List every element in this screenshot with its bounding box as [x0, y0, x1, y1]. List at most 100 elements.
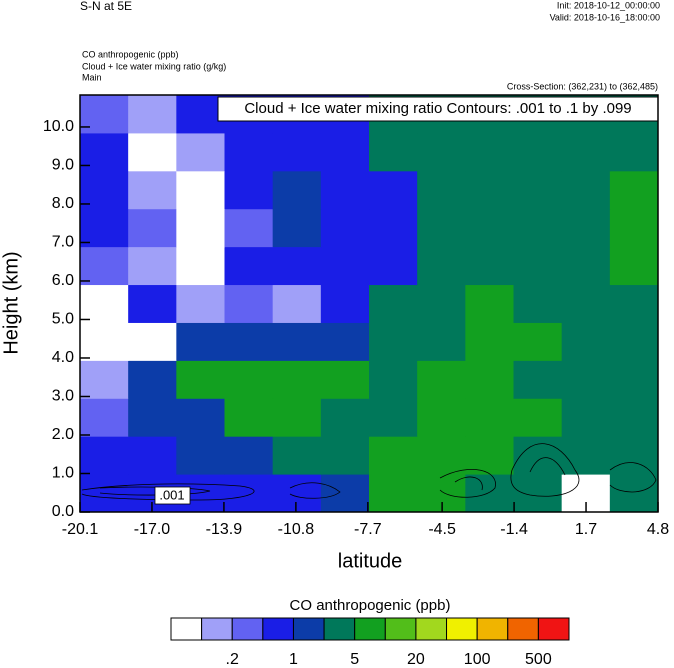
- field-cell: [176, 208, 225, 248]
- field-cell: [224, 208, 274, 248]
- field-cell: [417, 170, 466, 210]
- y-tick-label: 4.0: [52, 349, 74, 366]
- field-cell: [224, 398, 274, 437]
- field-cell: [513, 284, 563, 323]
- field-cell: [369, 246, 418, 286]
- x-tick-label: 4.8: [647, 521, 669, 538]
- colorbar-swatch: [415, 617, 448, 641]
- field-cell: [224, 246, 274, 286]
- colorbar-swatch: [384, 617, 417, 641]
- field-cell: [561, 436, 611, 475]
- field-cell: [609, 284, 659, 323]
- colorbar-tick-label: 1: [289, 651, 298, 668]
- y-tick-label: 5.0: [52, 311, 74, 328]
- field-cell: [128, 284, 177, 323]
- field-cell: [513, 398, 563, 437]
- field-cell: [513, 246, 563, 286]
- field-cell: [128, 398, 177, 437]
- field-cell: [609, 436, 659, 475]
- field-cell: [609, 474, 659, 513]
- y-tick-label: 10.0: [43, 118, 74, 135]
- field-cell: [465, 170, 514, 210]
- field-cell: [609, 208, 659, 248]
- y-tick-label: 3.0: [52, 388, 74, 405]
- y-axis-label: Height (km): [0, 251, 22, 354]
- x-tick-label: 1.7: [575, 521, 597, 538]
- field-cell: [176, 95, 225, 134]
- field-cell: [80, 360, 129, 399]
- field-cell: [465, 208, 514, 248]
- y-tick-label: 2.0: [52, 426, 74, 443]
- colorbar-swatch: [446, 617, 478, 641]
- field-cell: [128, 208, 177, 248]
- field-cell: [320, 360, 370, 399]
- y-tick-label: 6.0: [52, 272, 74, 289]
- field-cell: [417, 360, 466, 399]
- field-cell: [224, 170, 274, 210]
- field-cell: [561, 360, 611, 399]
- field-cell: [128, 95, 177, 134]
- field-cell: [609, 322, 659, 361]
- contour-label: Cloud + Ice water mixing ratio (g/kg): [82, 61, 226, 71]
- field-cell: [465, 360, 514, 399]
- field-cell: [465, 436, 514, 475]
- field-cell: [320, 246, 370, 286]
- field-cell: [369, 436, 418, 475]
- field-label: CO anthropogenic (ppb): [82, 49, 179, 59]
- field-cell: [80, 208, 129, 248]
- field-cell: [609, 360, 659, 399]
- field-cell: [176, 170, 225, 210]
- y-tick-label: 9.0: [52, 157, 74, 174]
- colorbar-tick-label: 20: [407, 651, 425, 668]
- y-tick-label: 0.0: [52, 503, 74, 520]
- field-cell: [128, 132, 177, 172]
- field-cell: [272, 284, 322, 323]
- field-cell: [561, 208, 611, 248]
- field-cell: [320, 208, 370, 248]
- field-cell: [561, 246, 611, 286]
- field-cell: [561, 398, 611, 437]
- field-cell: [176, 360, 225, 399]
- field-cell: [176, 284, 225, 323]
- field-cell: [513, 322, 563, 361]
- field: [80, 95, 659, 513]
- field-cell: [417, 208, 466, 248]
- field-cell: [224, 436, 274, 475]
- field-cell: [320, 474, 370, 513]
- colorbar-tick-label: 500: [525, 651, 552, 668]
- field-cell: [80, 322, 129, 361]
- field-cell: [128, 360, 177, 399]
- field-cell: [417, 436, 466, 475]
- x-tick-label: -17.0: [134, 521, 171, 538]
- colorbar-tick-label: .2: [226, 651, 239, 668]
- field-cell: [320, 436, 370, 475]
- field-cell: [80, 398, 129, 437]
- field-cell: [609, 170, 659, 210]
- field-cell: [369, 170, 418, 210]
- field-cell: [369, 398, 418, 437]
- colorbar-swatch: [231, 617, 264, 641]
- field-cell: [80, 284, 129, 323]
- field-cell: [272, 360, 322, 399]
- field-cell: [128, 436, 177, 475]
- field-cell: [417, 322, 466, 361]
- field-cell: [128, 170, 177, 210]
- x-tick-label: -10.8: [278, 521, 315, 538]
- field-cell: [465, 474, 514, 513]
- x-tick-label: -20.1: [62, 521, 99, 538]
- contour-info-box: [217, 96, 659, 122]
- contour-annotation-box: [154, 486, 191, 505]
- field-cell: [369, 474, 418, 513]
- field-cell: [272, 474, 322, 513]
- colorbar-swatch: [262, 617, 294, 641]
- y-tick-label: 8.0: [52, 195, 74, 212]
- field-cell: [513, 474, 563, 513]
- field-cell: [224, 474, 274, 513]
- field-cell: [320, 322, 370, 361]
- field-cell: [561, 132, 611, 172]
- x-tick-label: -13.9: [206, 521, 243, 538]
- x-tick-label: -7.7: [354, 521, 382, 538]
- field-cell: [369, 360, 418, 399]
- colorbar-swatch: [323, 617, 356, 641]
